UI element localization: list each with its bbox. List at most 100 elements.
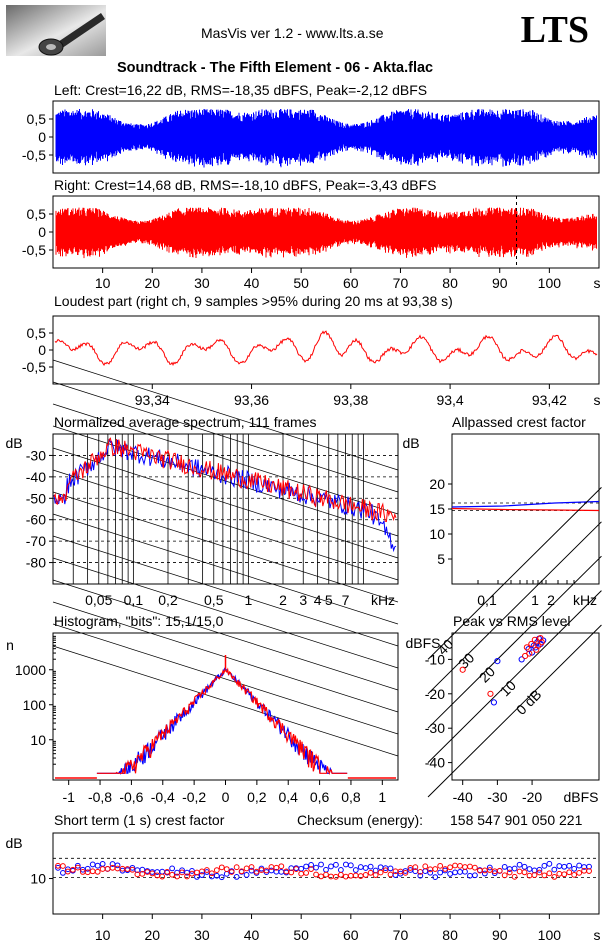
- shortterm-right-point: [506, 869, 513, 876]
- shortterm-right-point: [149, 870, 156, 877]
- peakrms-left-point: [528, 649, 536, 656]
- allpassed-ylabel: dB: [402, 435, 419, 451]
- shortterm-left-point: [576, 862, 583, 869]
- shortterm-right-point: [551, 874, 558, 880]
- right-channel-y-0-label: 0,5: [27, 206, 47, 222]
- shortterm-right-point: [367, 869, 374, 876]
- loudest-y-2-label: -0,5: [22, 359, 46, 375]
- shortterm-right-point: [104, 865, 111, 872]
- peakrms-y-1-label: -20: [425, 686, 445, 702]
- peakrms-x-label: -30: [487, 789, 507, 805]
- spectrum-slope-line: [52, 469, 399, 581]
- shortterm-right-point: [511, 873, 518, 880]
- spectrum-ylabel: dB: [5, 435, 22, 451]
- shortterm-right-point: [218, 864, 225, 871]
- allpassed-x-label: 2: [547, 592, 555, 608]
- brand-logo: LTS: [520, 9, 589, 51]
- shortterm-y-0-label: 10: [30, 871, 46, 887]
- shortterm-right-point: [472, 864, 478, 871]
- shortterm-left-point: [556, 863, 563, 869]
- shortterm-right-point: [318, 873, 324, 880]
- shortterm-left-point: [199, 872, 205, 878]
- shortterm-x-label: 80: [442, 927, 458, 943]
- shortterm-right-point: [164, 869, 171, 875]
- loudest-x-label: 93,34: [135, 392, 170, 408]
- shortterm-right-point: [99, 866, 106, 872]
- right-channel-series: [55, 207, 597, 259]
- shortterm-left-point: [243, 872, 250, 878]
- shortterm-left-point: [531, 867, 538, 874]
- histogram-ylabel: n: [6, 637, 14, 653]
- shortterm-left-point: [342, 861, 349, 868]
- shortterm-right-point: [278, 863, 285, 870]
- peakrms-left-point: [525, 645, 532, 653]
- shortterm-right-point: [447, 864, 453, 871]
- histogram-y-0-label: 1000: [15, 662, 46, 678]
- shortterm-right-point: [362, 872, 369, 878]
- shortterm-right-point: [233, 864, 240, 871]
- histogram-x-label: -0,8: [88, 789, 112, 805]
- spectrum-slope-line: [52, 447, 399, 559]
- shortterm-right-point: [313, 871, 319, 878]
- shortterm-left-point: [233, 873, 240, 880]
- histogram-x-label: 1: [378, 789, 386, 805]
- shortterm-left-point: [303, 863, 310, 870]
- histogram-y-2-label: 10: [30, 732, 46, 748]
- spectrum-y-2-label: -50: [26, 490, 46, 506]
- time-axis-label: 60: [343, 275, 359, 291]
- shortterm-right-point: [248, 864, 255, 870]
- shortterm-right-point: [342, 873, 349, 880]
- shortterm-left-point: [313, 864, 319, 871]
- peakrms-right-point: [487, 690, 494, 697]
- shortterm-ylabel: dB: [5, 835, 22, 851]
- shortterm-left-point: [169, 865, 176, 872]
- allpassed-y-1-label: 15: [429, 501, 445, 517]
- spectrum-label: Normalized average spectrum, 111 frames: [54, 414, 317, 430]
- spectrum-x-label: 0,1: [124, 592, 144, 608]
- left-channel-label: Left: Crest=16,22 dB, RMS=-18,35 dBFS, P…: [54, 82, 428, 98]
- shortterm-left-point: [139, 866, 146, 873]
- right-channel-y-2-label: -0,5: [22, 242, 46, 258]
- histogram-x-label: -0,2: [182, 789, 206, 805]
- shortterm-right-point: [501, 872, 508, 879]
- shortterm-left-point: [521, 863, 528, 870]
- time-axis-label: 50: [293, 275, 309, 291]
- shortterm-left-point: [566, 862, 573, 869]
- shortterm-left-point: [541, 862, 548, 869]
- shortterm-right-point: [243, 865, 250, 872]
- spectrum-frame: [52, 433, 399, 585]
- shortterm-left-point: [333, 861, 339, 868]
- spectrum-slope-line: [52, 381, 399, 493]
- shortterm-right-point: [536, 869, 543, 876]
- allpassed-right-series: [451, 507, 600, 512]
- shortterm-left-point: [551, 866, 558, 873]
- peakrms-diagonal-line: [427, 624, 602, 798]
- peakrms-ylabel: dBFS: [405, 635, 440, 651]
- spectrum-x-label: 7: [342, 592, 350, 608]
- loudest-x-label: 93,38: [333, 392, 368, 408]
- time-axis-label: 30: [194, 275, 210, 291]
- shortterm-right-point: [208, 870, 215, 877]
- peakrms-x-label: -40: [453, 789, 473, 805]
- shortterm-right-point: [238, 868, 245, 875]
- shortterm-right-point: [213, 867, 220, 873]
- shortterm-left-point: [392, 872, 399, 878]
- shortterm-right-point: [402, 869, 409, 876]
- spectrum-slope-line: [52, 425, 399, 537]
- shortterm-left-point: [501, 863, 508, 870]
- shortterm-right-point: [74, 864, 81, 871]
- left-channel-waveform: [55, 109, 597, 168]
- loudest-x-label: 93,36: [234, 392, 269, 408]
- shortterm-left-point: [491, 870, 498, 877]
- loudest-frame: [52, 315, 600, 385]
- shortterm-frame: [52, 832, 600, 915]
- left-channel-series: [55, 109, 597, 168]
- loudest-x-unit: s: [594, 392, 601, 408]
- spectrum-slope-line: [52, 403, 399, 515]
- shortterm-left-point: [367, 863, 374, 870]
- time-axis-unit: s: [594, 275, 601, 291]
- shortterm-right-point: [323, 871, 329, 878]
- app-title: MasVis ver 1.2 - www.lts.a.se: [201, 25, 384, 41]
- shortterm-left-point: [516, 861, 523, 868]
